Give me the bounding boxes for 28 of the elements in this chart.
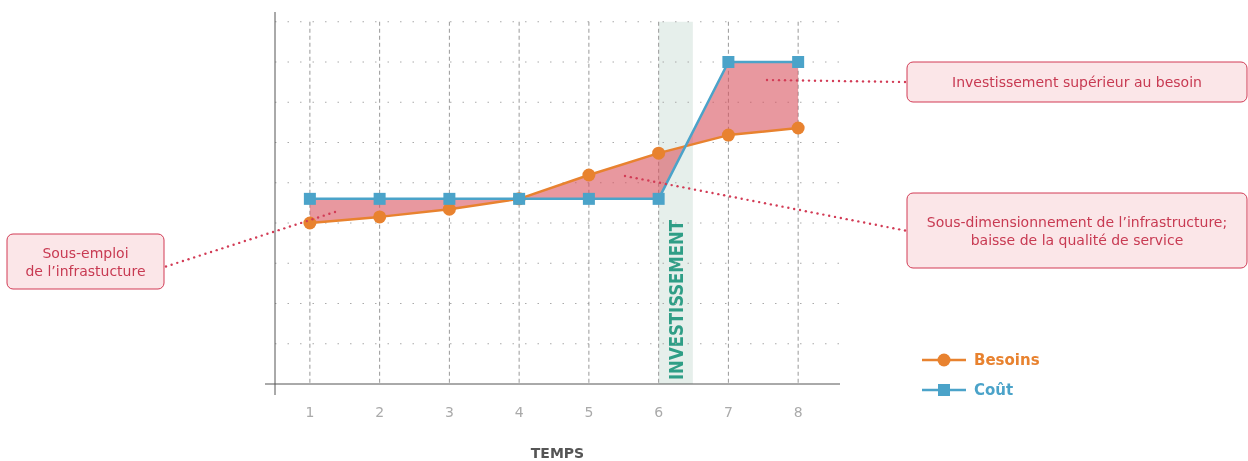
legend-label: Besoins bbox=[974, 351, 1040, 369]
x-tick-label: 7 bbox=[723, 404, 733, 420]
point bbox=[373, 210, 387, 224]
x-tick-label: 5 bbox=[584, 404, 594, 420]
x-tick-label: 2 bbox=[375, 404, 385, 420]
point bbox=[303, 192, 316, 205]
point bbox=[443, 192, 456, 205]
point bbox=[582, 192, 595, 205]
x-tick-label: 3 bbox=[444, 404, 454, 420]
x-tick-label: 6 bbox=[654, 404, 664, 420]
x-tick-label: 4 bbox=[514, 404, 524, 420]
text: Sous-emploi de l’infrastucture bbox=[25, 244, 146, 279]
x-tick-label: 8 bbox=[793, 404, 803, 420]
point bbox=[721, 128, 735, 142]
legend-label: Coût bbox=[974, 381, 1014, 399]
text: Sous-dimensionnement de l’infrastructure; baisse de la qualité de service bbox=[926, 213, 1228, 248]
x-axis-title: TEMPS bbox=[530, 445, 585, 461]
point bbox=[722, 56, 735, 68]
point bbox=[652, 146, 666, 160]
point bbox=[652, 192, 665, 205]
text: Investissement supérieur au besoin bbox=[952, 74, 1202, 90]
point bbox=[791, 121, 805, 135]
band-label: INVESTISSEMENT bbox=[664, 213, 687, 380]
point bbox=[373, 192, 386, 205]
point bbox=[303, 216, 317, 230]
x-tick-label: 1 bbox=[305, 404, 315, 420]
point bbox=[792, 56, 805, 68]
point bbox=[582, 168, 596, 182]
